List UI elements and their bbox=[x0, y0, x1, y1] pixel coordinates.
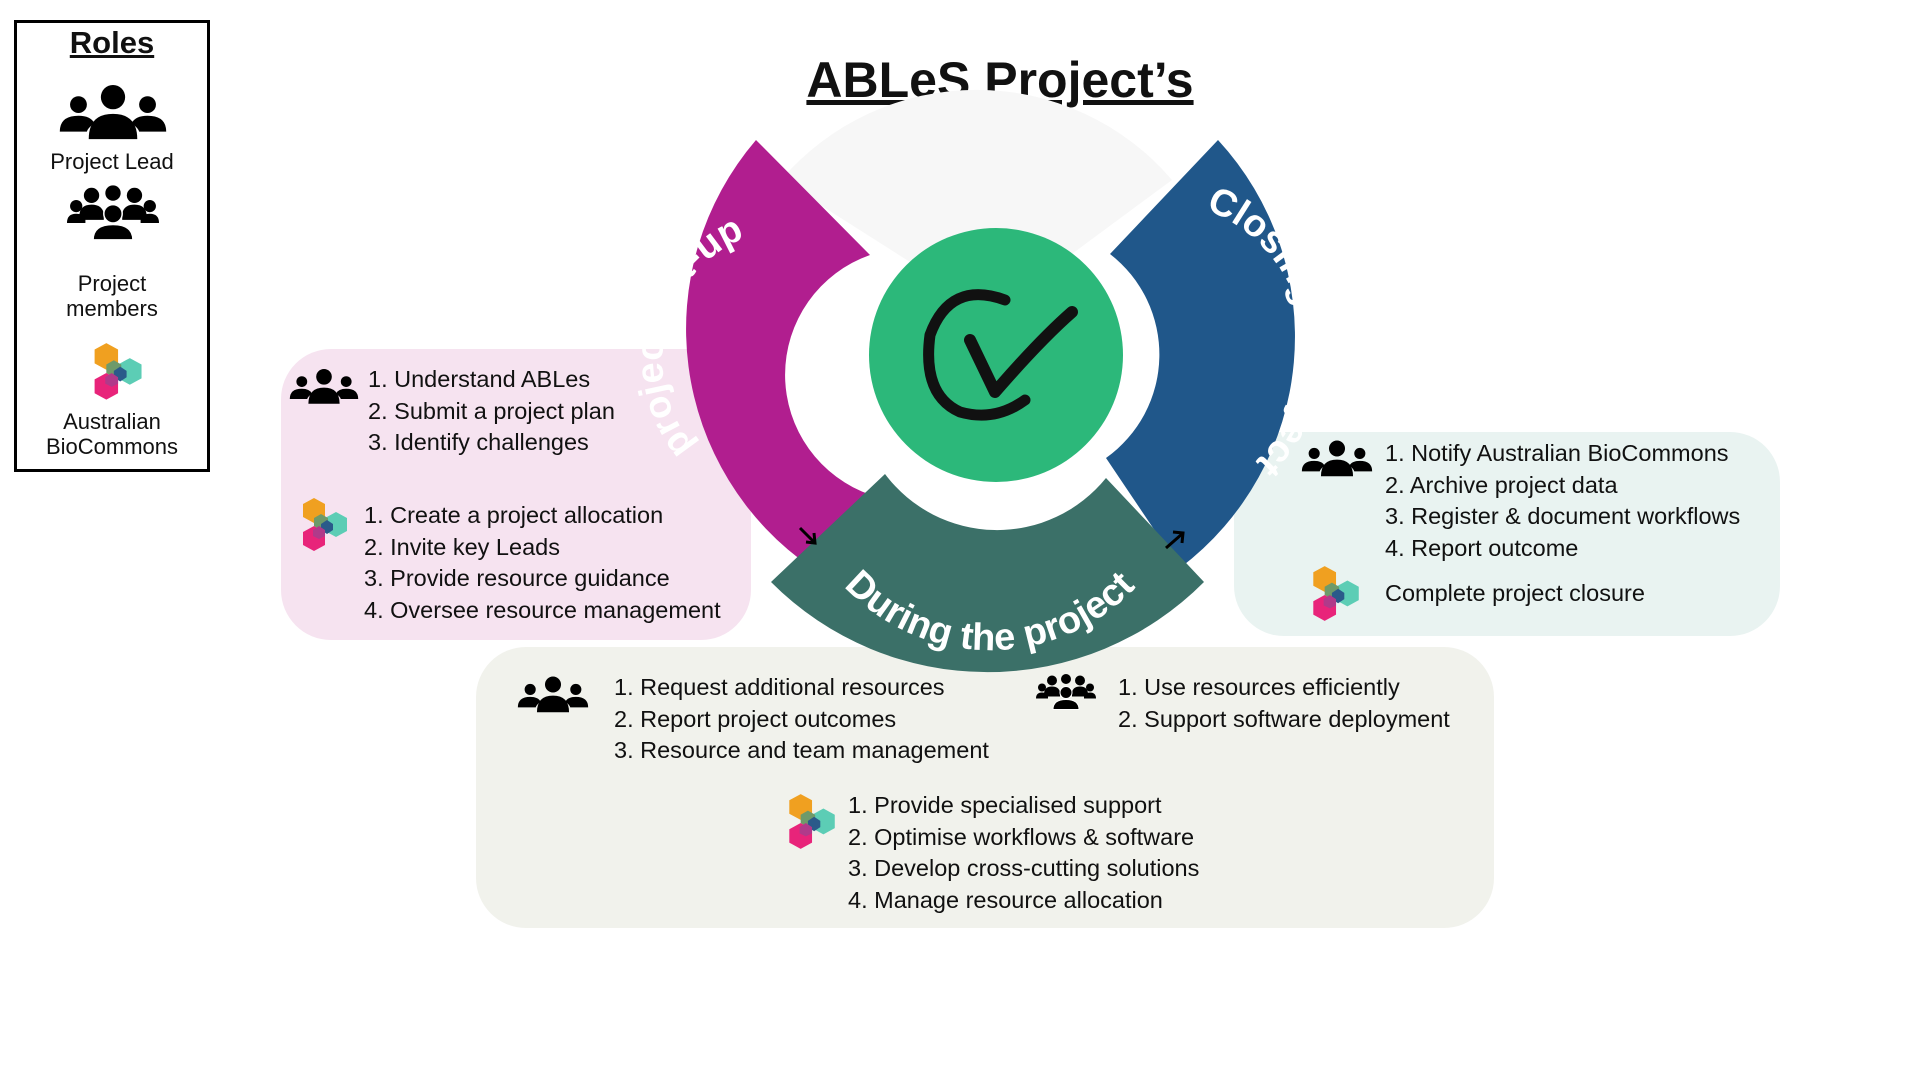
setup-segment bbox=[686, 140, 871, 568]
list-item: 1. Create a project allocation bbox=[364, 502, 664, 528]
legend-label-project-members: Project members bbox=[66, 271, 158, 321]
list-item: 3. Develop cross-cutting solutions bbox=[848, 855, 1200, 881]
during-biocommons-tasks: 1. Provide specialised support 2. Optimi… bbox=[848, 790, 1199, 916]
roles-legend: Roles Project Lead Project members Austr… bbox=[14, 20, 210, 472]
closing-biocommons-icon bbox=[1304, 564, 1366, 626]
closing-biocommons-task: Complete project closure bbox=[1385, 580, 1645, 606]
during-biocommons-icon bbox=[780, 792, 842, 854]
closing-lead-tasks: 1. Notify Australian BioCommons 2. Archi… bbox=[1385, 438, 1740, 564]
list-item: 1. Request additional resources bbox=[614, 674, 945, 700]
list-item: 4. Report outcome bbox=[1385, 534, 1579, 561]
arrow-during-to-closing bbox=[1165, 530, 1185, 550]
during-members-tasks: 1. Use resources efficiently 2. Support … bbox=[1118, 672, 1450, 735]
during-lead-tasks: 1. Request additional resources 2. Repor… bbox=[614, 672, 989, 767]
list-item: 2. Archive project data bbox=[1385, 471, 1618, 498]
checkmark-icon bbox=[923, 289, 1078, 421]
list-item: 2. Report project outcomes bbox=[614, 705, 897, 732]
list-item: 3. Register & document workflows bbox=[1385, 503, 1741, 529]
list-item: 2. Support software deployment bbox=[1118, 705, 1450, 732]
list-item: 4. Manage resource allocation bbox=[848, 886, 1163, 913]
center-circle bbox=[869, 228, 1123, 482]
during-segment bbox=[771, 474, 1204, 673]
top-segment bbox=[781, 89, 1172, 262]
during-panel bbox=[476, 647, 1494, 928]
setup-panel bbox=[281, 349, 751, 640]
setup-biocommons-icon bbox=[294, 496, 354, 556]
list-item: 2. Optimise workflows & software bbox=[848, 823, 1195, 850]
list-item: 1. Understand ABLes bbox=[368, 366, 591, 392]
setup-biocommons-tasks: 1. Create a project allocation 2. Invite… bbox=[364, 500, 721, 626]
closing-lead-icon bbox=[1300, 440, 1374, 478]
during-members-icon bbox=[1036, 672, 1096, 712]
list-item: 1. Provide specialised support bbox=[848, 792, 1162, 818]
list-item: 1. Use resources efficiently bbox=[1118, 674, 1400, 700]
legend-label-project-lead: Project Lead bbox=[50, 149, 174, 174]
list-item: 3. Provide resource guidance bbox=[364, 565, 670, 591]
list-item: 1. Notify Australian BioCommons bbox=[1385, 440, 1729, 466]
legend-label-australian-biocommons: Australian BioCommons bbox=[45, 409, 179, 459]
setup-lead-icon bbox=[288, 368, 360, 406]
list-item: 3. Identify challenges bbox=[368, 429, 589, 455]
list-item: 4. Oversee resource management bbox=[364, 596, 721, 623]
setup-lead-tasks: 1. Understand ABLes 2. Submit a project … bbox=[368, 364, 615, 459]
closing-segment bbox=[1106, 140, 1295, 568]
list-item: 2. Invite key Leads bbox=[364, 533, 560, 560]
list-item: 3. Resource and team management bbox=[614, 737, 989, 763]
list-item: 2. Submit a project plan bbox=[368, 397, 615, 424]
arrow-setup-to-during bbox=[798, 526, 817, 545]
legend-title: Roles bbox=[69, 25, 155, 60]
during-lead-icon bbox=[516, 676, 590, 714]
